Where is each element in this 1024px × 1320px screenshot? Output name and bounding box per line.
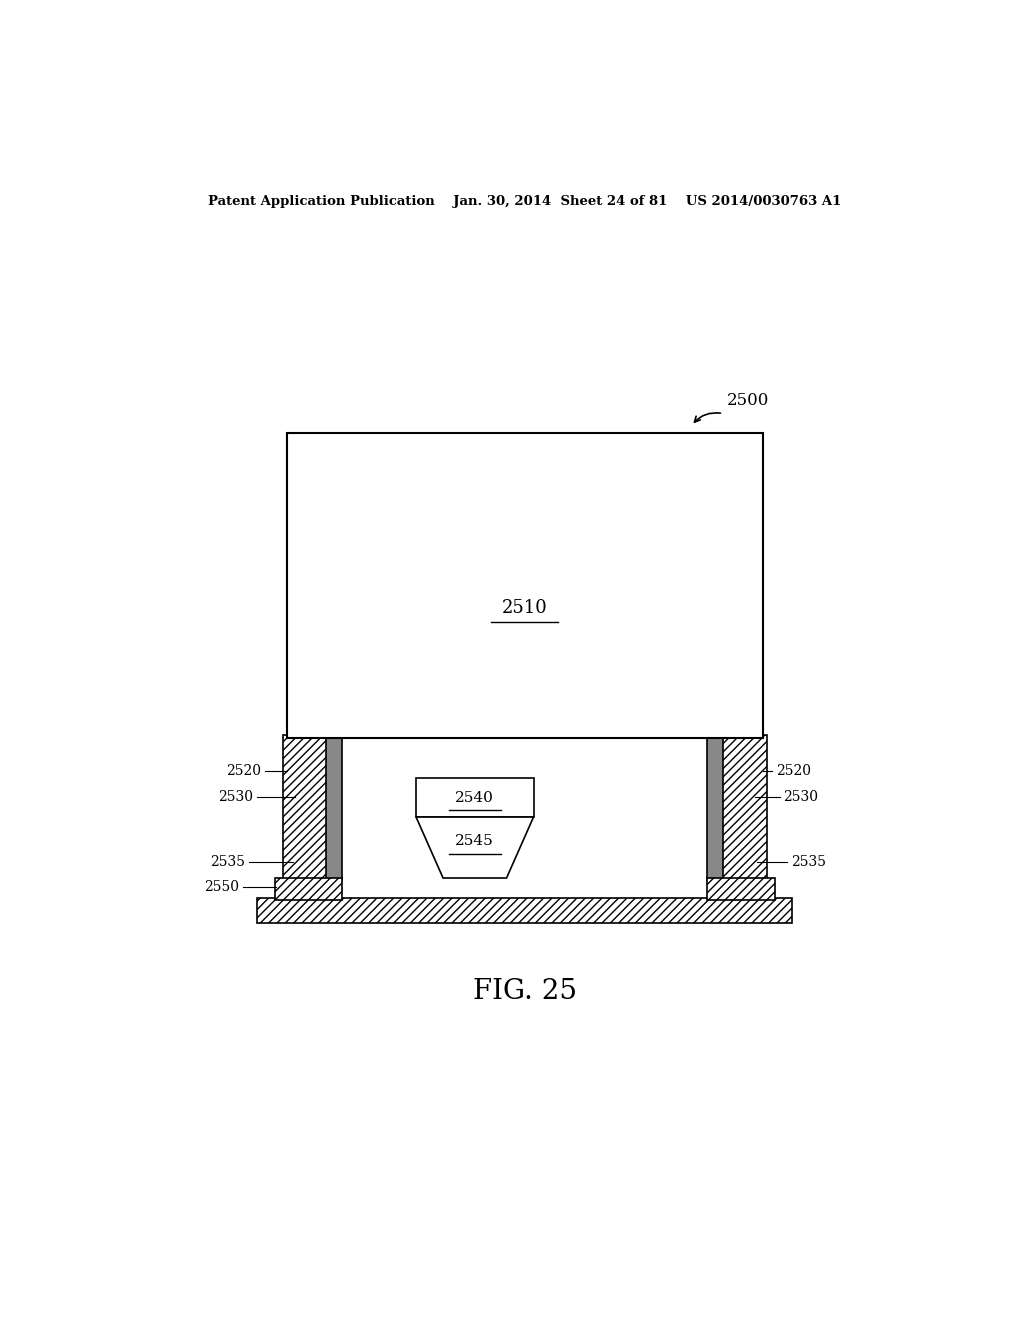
- Text: 2500: 2500: [727, 392, 770, 409]
- Text: 2535: 2535: [211, 855, 246, 869]
- Bar: [283, 735, 329, 880]
- Bar: [327, 735, 342, 880]
- Text: 2545: 2545: [456, 834, 495, 849]
- Text: 2510: 2510: [502, 599, 548, 616]
- Text: 2550: 2550: [204, 880, 240, 894]
- Text: 2520: 2520: [226, 764, 261, 779]
- Text: 2530: 2530: [218, 789, 253, 804]
- Text: 2535: 2535: [792, 855, 826, 869]
- Bar: [287, 433, 763, 738]
- Bar: [274, 878, 342, 900]
- Polygon shape: [416, 817, 534, 878]
- Bar: [416, 779, 534, 817]
- Bar: [721, 735, 767, 880]
- Text: Patent Application Publication    Jan. 30, 2014  Sheet 24 of 81    US 2014/00307: Patent Application Publication Jan. 30, …: [208, 194, 842, 207]
- Bar: [708, 735, 723, 880]
- Text: FIG. 25: FIG. 25: [473, 978, 577, 1006]
- Text: 2520: 2520: [775, 764, 811, 779]
- Bar: [257, 899, 793, 923]
- Text: 2540: 2540: [456, 791, 495, 805]
- Bar: [708, 878, 775, 900]
- Text: 2530: 2530: [783, 789, 818, 804]
